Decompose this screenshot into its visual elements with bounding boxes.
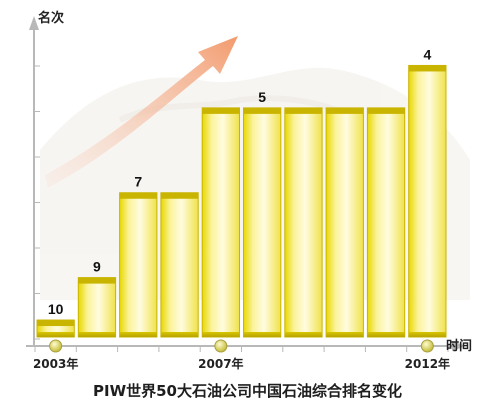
bar	[243, 107, 282, 338]
y-axis-label: 名次	[38, 10, 64, 26]
bar-series	[36, 64, 447, 338]
x-tick-labels: 2003年 2007年 2012年	[33, 339, 450, 371]
bar	[77, 277, 117, 338]
y-axis-ticks	[34, 65, 40, 340]
data-label: 5	[258, 89, 266, 105]
x-axis-ticks	[34, 346, 449, 352]
bar	[284, 107, 323, 338]
bar	[36, 319, 75, 338]
x-tick-label: 2012年	[405, 356, 450, 371]
bar	[408, 64, 447, 338]
bar	[160, 192, 199, 338]
trend-arrow	[45, 36, 238, 188]
x-tick-marker	[49, 339, 63, 353]
x-tick-label: 2007年	[198, 356, 243, 371]
x-axis-label: 时间	[446, 338, 472, 354]
bar	[119, 192, 158, 338]
data-label: 10	[48, 301, 64, 317]
data-labels: 10 9 7 5 4	[48, 46, 432, 317]
data-label: 7	[134, 174, 142, 190]
data-label: 4	[423, 46, 431, 62]
bar	[325, 107, 364, 338]
chart-title: PIW世界50大石油公司中国石油综合排名变化	[93, 382, 402, 400]
x-tick-marker	[214, 339, 228, 353]
bar	[366, 107, 406, 338]
bar	[201, 107, 240, 338]
data-label: 9	[93, 259, 101, 275]
x-tick-marker	[420, 339, 434, 353]
x-axis	[26, 341, 466, 351]
x-tick-label: 2003年	[33, 356, 78, 371]
